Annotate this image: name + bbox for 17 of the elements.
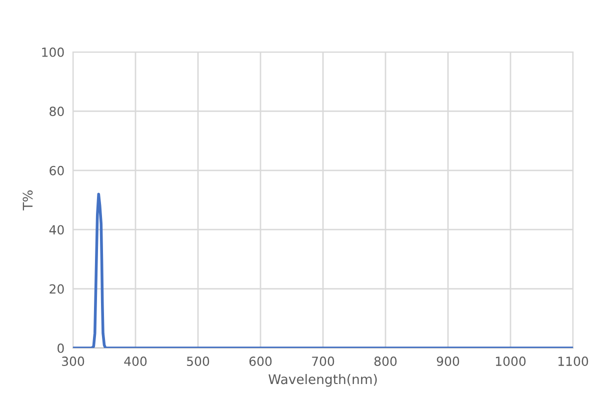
x-tick-label: 300 [62,356,84,366]
x-axis-title: Wavelength(nm) [268,374,377,387]
x-tick-label: 400 [124,356,147,366]
y-tick-label: 100 [42,47,64,57]
x-tick-label: 600 [249,356,272,366]
y-tick-label: 60 [50,166,64,176]
x-tick-label: 1100 [558,356,588,366]
x-tick-label: 800 [374,356,397,366]
y-tick-label: 80 [50,106,64,116]
x-tick-label: 700 [312,356,334,366]
y-axis-title: T% [22,190,33,210]
x-tick-label: 900 [436,356,460,366]
x-tick-label: 500 [187,356,210,366]
y-tick-label: 40 [49,225,64,235]
y-tick-label: 0 [58,343,64,353]
x-tick-label: 1000 [496,356,526,366]
y-tick-label: 20 [50,284,64,294]
